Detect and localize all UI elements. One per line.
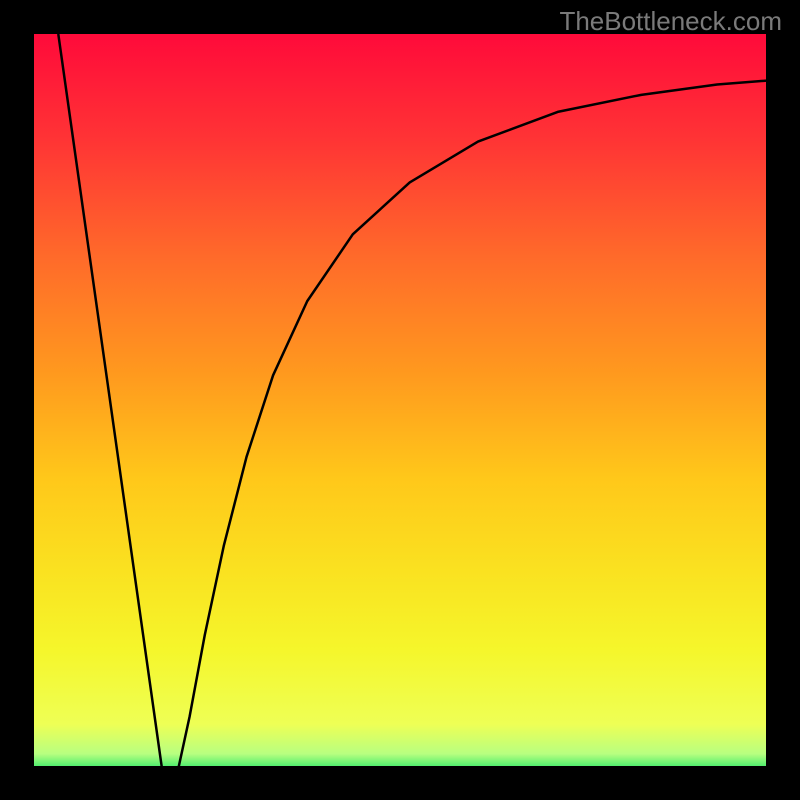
bottleneck-chart: TheBottleneck.com	[0, 0, 800, 800]
watermark-text: TheBottleneck.com	[559, 6, 782, 37]
chart-svg	[0, 0, 800, 800]
